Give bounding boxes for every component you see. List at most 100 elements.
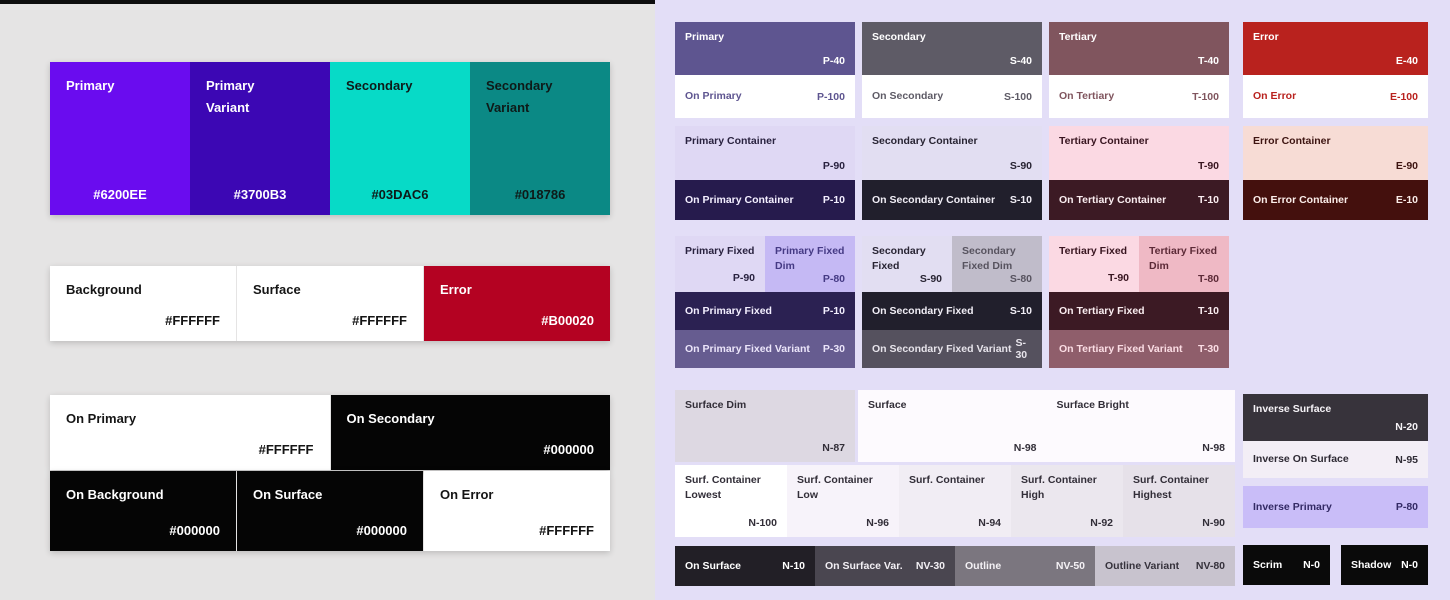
on-tertiary-container-swatch: On Tertiary Container T-10 [1049,180,1229,220]
swatch-value: P-90 [822,160,845,172]
swatch-value: P-30 [822,343,845,355]
swatch-label: Tertiary Fixed [1059,245,1128,257]
swatch-label: On Error [440,487,494,502]
swatch-value: P-80 [1395,501,1418,513]
m2-key-colors-row: Primary #6200EE Primary Variant #3700B3 Seco… [50,62,610,215]
m3-container-row: Primary Container P-90 Secondary Container… [675,126,1229,180]
on-primary-fixed-swatch: On Primary Fixed P-10 [675,292,855,330]
on-surface-n10-swatch: On Surface N-10 [675,546,815,586]
m3-error-container-row: Error Container E-90 [1243,126,1428,180]
swatch-value: N-98 [1202,442,1225,454]
m3-error-40-row: Error E-40 [1243,22,1428,75]
m3-on-error-row: On Error E-100 [1243,75,1428,118]
m3-scrim-shadow-row: Scrim N-0 Shadow N-0 [1243,545,1428,585]
swatch-label: Outline Variant [1105,559,1180,572]
swatch-value: N-0 [1401,559,1418,571]
surface-container-lowest-swatch: Surf. Container Lowest N-100 [675,465,787,537]
on-tertiary-fixed-variant-swatch: On Tertiary Fixed Variant T-30 [1049,330,1229,368]
swatch-value: P-100 [816,90,845,103]
swatch-label: On Surface [253,487,323,502]
swatch-label: Primary Fixed Dim [775,245,845,272]
background-swatch: Background #FFFFFF [50,266,236,341]
swatch-value: N-100 [748,517,777,529]
swatch-label: Scrim [1253,558,1283,571]
swatch-label: Primary Variant [206,78,255,116]
swatch-label: Secondary Fixed Dim [962,245,1016,272]
swatch-value: E-90 [1395,160,1418,172]
tertiary-fixed-swatch: Tertiary Fixed T-90 [1049,236,1139,292]
swatch-label: Surf. Container Highest [1133,474,1209,501]
m3-inverse-surface-row: Inverse Surface N-20 [1243,394,1428,441]
swatch-label: Surf. Container Low [797,474,873,501]
swatch-label: On Primary Fixed [685,304,772,317]
surface-n98-swatch: Surface N-98 [858,390,1047,462]
m3-inverse-primary-row: Inverse Primary P-80 [1243,486,1428,528]
tertiary-fixed-pair: Tertiary Fixed T-90 Tertiary Fixed Dim T-80 [1049,236,1229,292]
on-secondary-swatch: On Secondary #000000 [330,395,610,470]
swatch-value: #000000 [356,523,407,538]
swatch-value: #018786 [514,187,566,202]
swatch-value: N-0 [1303,559,1320,571]
swatch-value: T-10 [1197,194,1219,206]
swatch-value: P-80 [822,273,845,286]
secondary-fixed-pair: Secondary Fixed S-90 Secondary Fixed Dim S-… [862,236,1042,292]
swatch-value: T-90 [1197,160,1219,172]
primary-container-swatch: Primary Container P-90 [675,126,855,180]
tertiary-fixed-dim-swatch: Tertiary Fixed Dim T-80 [1139,236,1229,292]
on-secondary-fixed-swatch: On Secondary Fixed S-10 [862,292,1042,330]
swatch-label: Shadow [1351,558,1392,571]
swatch-value: N-92 [1090,517,1113,529]
primary-swatch: Primary #6200EE [50,62,190,215]
on-background-swatch: On Background #000000 [50,471,236,551]
swatch-label: Outline [965,559,1002,572]
swatch-label: On Background [66,487,164,502]
swatch-label: On Primary Container [685,193,794,206]
swatch-value: N-95 [1395,453,1418,466]
scrim-swatch: Scrim N-0 [1243,545,1330,585]
swatch-label: On Primary [685,90,742,103]
on-secondary-container-swatch: On Secondary Container S-10 [862,180,1042,220]
swatch-value: N-94 [978,517,1001,529]
swatch-value: #FFFFFF [352,313,407,328]
primary-variant-swatch: Primary Variant #3700B3 [190,62,330,215]
swatch-label: Tertiary [1059,31,1097,43]
swatch-value: N-96 [866,517,889,529]
swatch-value: NV-50 [1055,560,1085,572]
swatch-label: On Secondary Fixed [872,304,974,317]
swatch-value: #000000 [169,523,220,538]
secondary-swatch: Secondary #03DAC6 [330,62,470,215]
swatch-value: T-40 [1197,55,1219,67]
m3-fixed-row: Primary Fixed P-90 Primary Fixed Dim P-80 Se… [675,236,1229,292]
on-error-container-swatch: On Error Container E-10 [1243,180,1428,220]
swatch-value: T-30 [1197,343,1219,355]
tertiary-container-swatch: Tertiary Container T-90 [1049,126,1229,180]
swatch-value: N-90 [1202,517,1225,529]
error-swatch: Error #B00020 [424,266,610,341]
surface-bright-swatch: Surface Bright N-98 [1046,390,1235,462]
secondary-variant-swatch: Secondary Variant #018786 [470,62,610,215]
swatch-value: E-40 [1395,55,1418,67]
swatch-label: On Secondary [346,411,435,426]
swatch-value: NV-80 [1195,560,1225,572]
swatch-label: Surf. Container High [1021,474,1097,501]
swatch-value: N-98 [1013,442,1037,454]
swatch-label: Secondary Container [872,135,978,147]
m3-on-fixed-variant-row: On Primary Fixed Variant P-30 On Secondary… [675,330,1229,368]
swatch-label: On Primary [66,411,137,426]
swatch-value: S-100 [1003,90,1032,103]
swatch-value: T-80 [1197,273,1219,286]
on-primary-swatch: On Primary #FFFFFF [50,395,330,470]
surface-container-swatch: Surf. Container N-94 [899,465,1011,537]
swatch-label: On Surface [685,559,742,572]
swatch-value: T-10 [1197,305,1219,317]
swatch-label: On Error [1253,90,1297,103]
swatch-value: #000000 [543,442,594,457]
swatch-value: #FFFFFF [539,523,594,538]
swatch-value: S-30 [1015,337,1028,361]
swatch-value: S-90 [1009,160,1032,172]
swatch-value: T-90 [1107,272,1129,284]
swatch-label: On Error Container [1253,193,1349,206]
surface-container-low-swatch: Surf. Container Low N-96 [787,465,899,537]
swatch-value: E-100 [1389,90,1418,103]
secondary-container-swatch: Secondary Container S-90 [862,126,1042,180]
